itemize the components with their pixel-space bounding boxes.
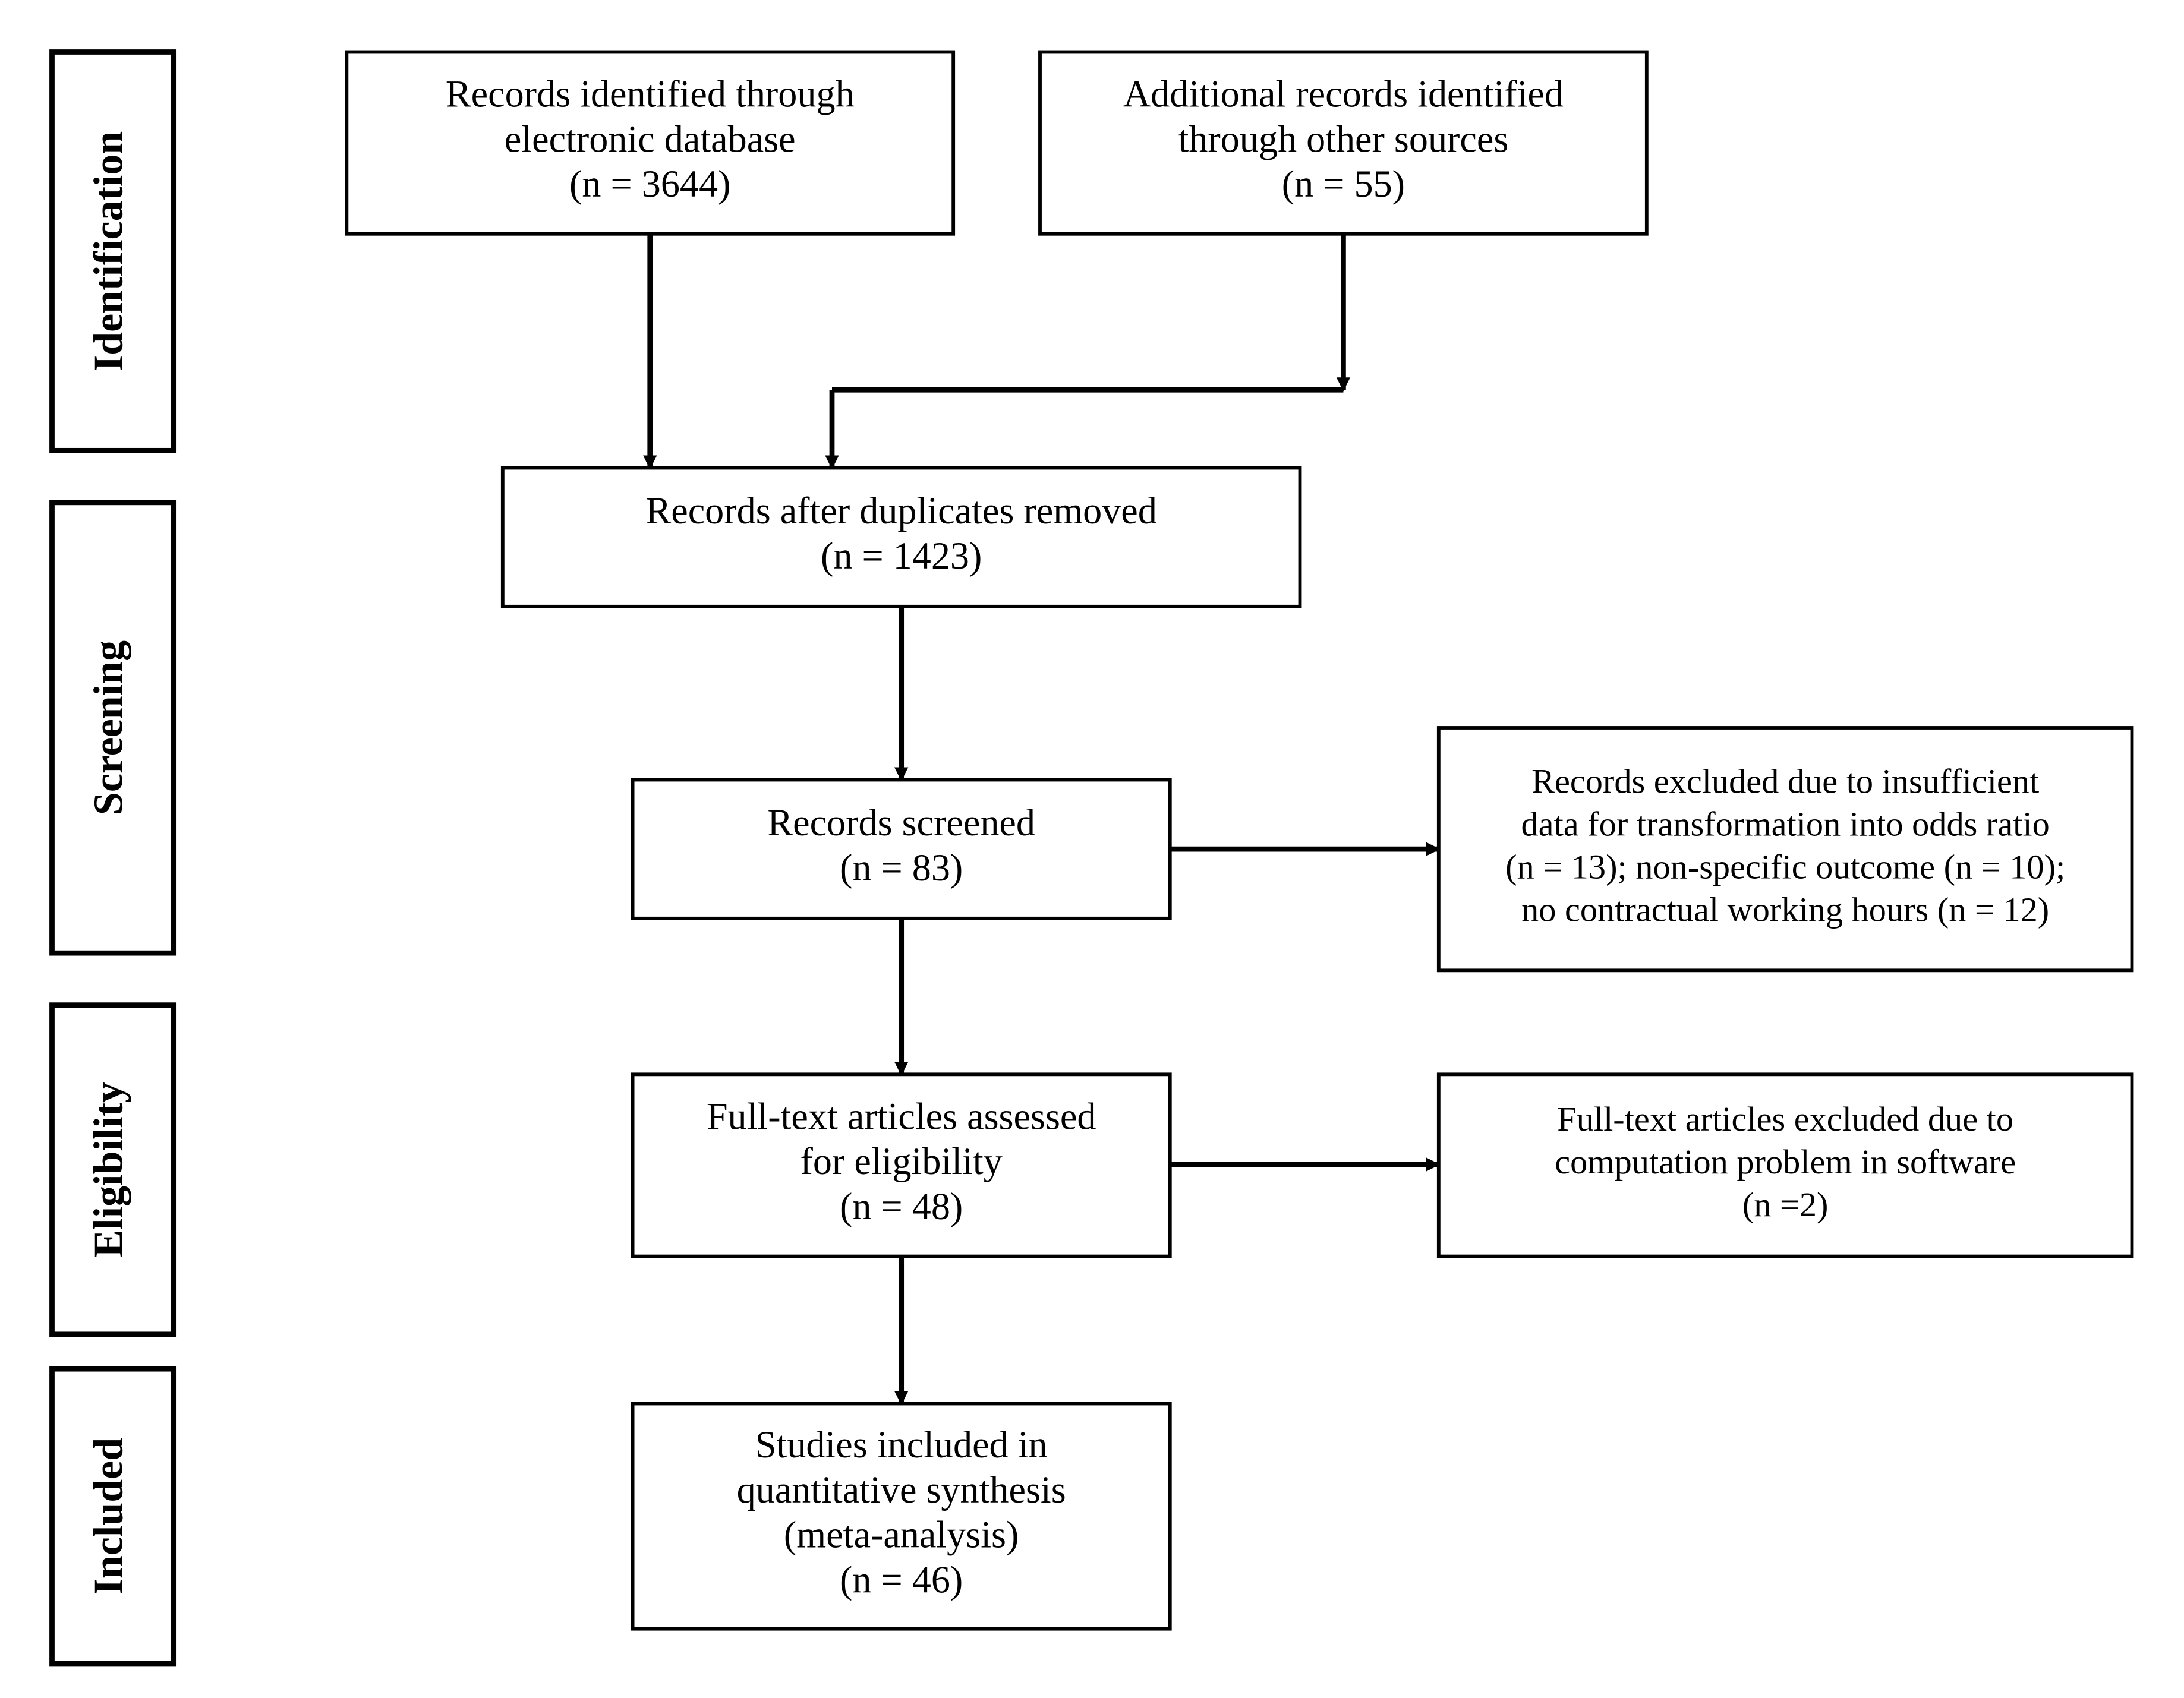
- prisma-flowchart: Identification Screening Eligibility Includ…: [0, 0, 2184, 1698]
- node-text-line: data for transformation into odds ratio: [1521, 805, 2050, 844]
- node-text-line: Additional records identified: [1123, 73, 1564, 115]
- node-text-line: through other sources: [1178, 118, 1508, 160]
- stage-eligibility: Eligibility: [52, 1005, 174, 1334]
- node-text-line: no contractual working hours (n = 12): [1521, 891, 2049, 929]
- node-text-line: (n =2): [1742, 1185, 1829, 1224]
- node-excl2: Full-text articles excluded due to comput…: [1439, 1074, 2132, 1256]
- node-text-line: for eligibility: [800, 1140, 1002, 1182]
- node-excl1: Records excluded due to insufficient data…: [1439, 728, 2132, 970]
- stage-identification: Identification: [52, 52, 174, 450]
- node-text-line: Full-text articles assessed: [707, 1095, 1096, 1137]
- stage-label: Included: [86, 1438, 132, 1595]
- stage-label: Screening: [86, 640, 132, 815]
- node-text-line: Records excluded due to insufficient: [1531, 762, 2039, 800]
- node-text-line: Studies included in: [755, 1424, 1048, 1466]
- node-text-line: (meta-analysis): [784, 1514, 1019, 1556]
- stage-screening: Screening: [52, 503, 174, 953]
- node-text-line: Records screened: [767, 801, 1035, 844]
- node-fulltext: Full-text articles assessedfor eligibili…: [633, 1074, 1170, 1256]
- node-dedup: Records after duplicates removed(n = 142…: [503, 468, 1300, 606]
- node-text-line: (n = 55): [1282, 163, 1405, 205]
- node-screened: Records screened(n = 83): [633, 779, 1170, 918]
- node-other: Additional records identifiedthrough oth…: [1040, 52, 1647, 233]
- node-text-line: (n = 83): [840, 847, 963, 889]
- node-text-line: quantitative synthesis: [737, 1469, 1066, 1511]
- node-db: Records identified throughelectronic dat…: [346, 52, 953, 233]
- node-text-line: (n = 46): [840, 1559, 963, 1601]
- node-text-line: computation problem in software: [1555, 1142, 2016, 1181]
- stage-label: Identification: [86, 131, 132, 371]
- stage-included: Included: [52, 1369, 174, 1664]
- node-text-line: (n = 48): [840, 1185, 963, 1227]
- node-text-line: electronic database: [505, 118, 796, 160]
- node-included: Studies included inquantitative synthesi…: [633, 1403, 1170, 1628]
- node-text-line: (n = 13); non-specific outcome (n = 10);: [1505, 848, 2065, 886]
- stage-label: Eligibility: [86, 1082, 132, 1258]
- node-text-line: Full-text articles excluded due to: [1557, 1100, 2013, 1138]
- node-text-line: Records after duplicates removed: [645, 490, 1156, 532]
- node-text-line: (n = 3644): [569, 163, 730, 205]
- node-text-line: Records identified through: [446, 73, 855, 115]
- node-text-line: (n = 1423): [821, 535, 982, 577]
